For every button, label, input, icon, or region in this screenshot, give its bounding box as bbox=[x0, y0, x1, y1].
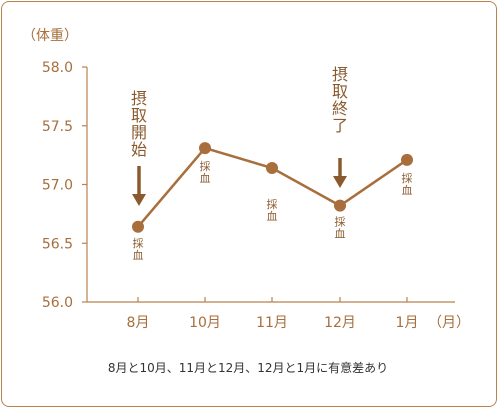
y-tick-label: 57.0 bbox=[42, 178, 73, 194]
data-point bbox=[132, 220, 144, 233]
y-axis-label: （体重） bbox=[22, 28, 78, 44]
svg-text:採: 採 bbox=[267, 197, 278, 211]
svg-text:採: 採 bbox=[200, 159, 211, 173]
data-point bbox=[334, 199, 346, 212]
svg-text:採: 採 bbox=[402, 171, 413, 185]
svg-text:了: 了 bbox=[332, 116, 348, 135]
point-label: 採血 bbox=[335, 215, 346, 241]
point-label: 採血 bbox=[200, 159, 211, 185]
svg-text:終: 終 bbox=[332, 99, 348, 118]
x-axis-unit: （月） bbox=[428, 315, 470, 331]
svg-text:始: 始 bbox=[131, 140, 147, 159]
data-point bbox=[199, 142, 211, 155]
svg-text:血: 血 bbox=[335, 227, 346, 241]
data-point bbox=[401, 153, 413, 166]
y-tick-labels: 58.0 57.5 57.0 56.5 56.0 bbox=[42, 60, 87, 311]
svg-text:血: 血 bbox=[402, 183, 413, 197]
y-tick-label: 57.5 bbox=[42, 119, 73, 135]
x-tick-labels: 8月 10月 11月 12月 1月 bbox=[127, 297, 419, 331]
svg-text:採: 採 bbox=[133, 236, 144, 250]
svg-text:血: 血 bbox=[133, 248, 144, 262]
svg-text:取: 取 bbox=[332, 82, 348, 101]
footnote: 8月と10月、11月と12月、12月と1月に有意差あり bbox=[108, 360, 388, 375]
point-label: 採血 bbox=[402, 171, 413, 197]
point-label: 採血 bbox=[133, 236, 144, 262]
y-tick-label: 56.0 bbox=[42, 295, 73, 311]
y-tick-label: 56.5 bbox=[42, 236, 73, 252]
y-tick-label: 58.0 bbox=[42, 60, 73, 76]
svg-text:摂: 摂 bbox=[332, 65, 348, 84]
data-point bbox=[266, 162, 278, 175]
svg-text:採: 採 bbox=[335, 215, 346, 229]
x-tick-label: 8月 bbox=[127, 315, 150, 331]
svg-text:血: 血 bbox=[200, 171, 211, 185]
arrow-down-icon bbox=[333, 176, 347, 188]
x-tick-label: 12月 bbox=[324, 315, 356, 331]
x-tick-label: 11月 bbox=[256, 315, 288, 331]
series-weight bbox=[132, 142, 413, 233]
svg-text:開: 開 bbox=[131, 123, 147, 142]
svg-text:摂: 摂 bbox=[131, 89, 147, 108]
svg-text:取: 取 bbox=[131, 106, 147, 125]
point-label: 採血 bbox=[267, 197, 278, 223]
arrow-down-icon bbox=[132, 194, 146, 206]
x-tick-label: 10月 bbox=[189, 315, 221, 331]
x-tick-label: 1月 bbox=[396, 315, 419, 331]
svg-text:血: 血 bbox=[267, 209, 278, 223]
